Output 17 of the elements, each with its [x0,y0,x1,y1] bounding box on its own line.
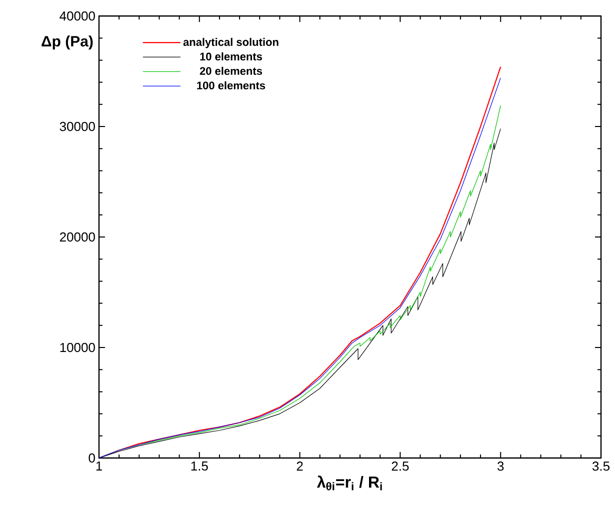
y-tick-label: 40000 [60,11,95,21]
x-tick-label: 2.5 [392,462,409,471]
y-tick-label: 30000 [60,122,95,132]
y-tick-label: 0 [88,453,95,463]
x-tick-label: 1 [96,462,102,470]
x-tick-label: 3.5 [592,462,610,471]
x-tick-label: 3 [497,462,504,471]
x-tick-label: 1.5 [191,462,208,471]
x-tick-label: 2 [296,462,303,471]
legend-label: analytical solution [183,38,278,48]
x-axis-title: λ$_{θi}$=r$_{i}$ / R$_{i}$ [316,476,382,490]
legend-label: 10 elements [200,52,262,60]
y-tick-label: 20000 [60,232,95,242]
legend-label: 20 elements [200,66,262,75]
y-axis-title: Δp (Pa) [42,36,93,50]
y-tick-label: 10000 [60,342,95,352]
legend-label: 100 elements [197,81,266,90]
